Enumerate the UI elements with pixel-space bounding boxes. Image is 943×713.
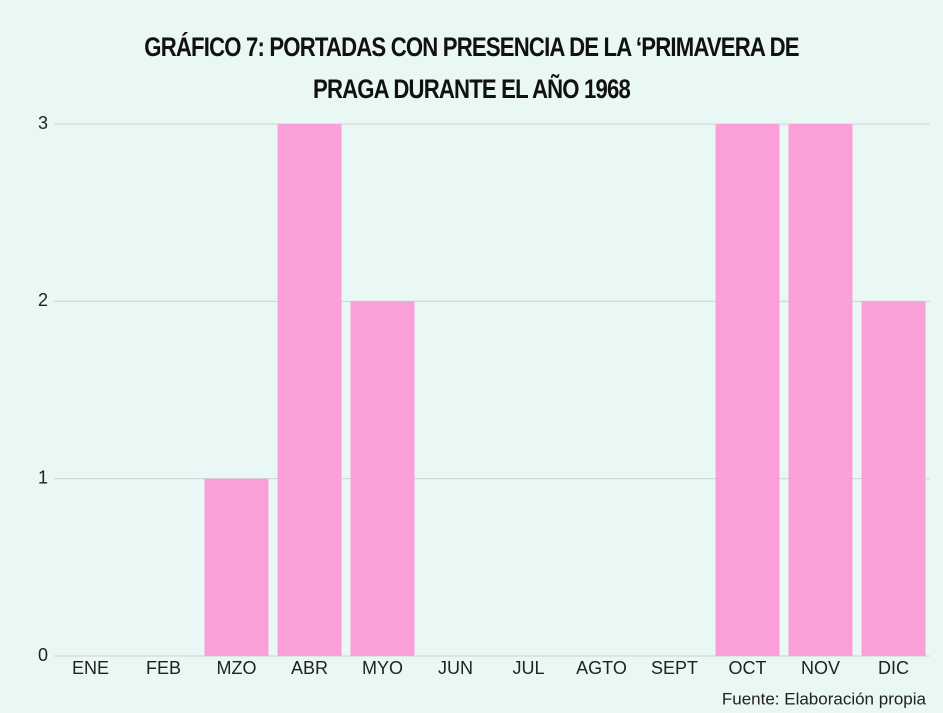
bar [788, 124, 853, 656]
bar [861, 301, 926, 656]
y-tick-label: 2 [38, 290, 48, 310]
bar [715, 124, 780, 656]
bar [204, 478, 269, 656]
x-tick-label: MYO [362, 658, 403, 678]
source-note: Fuente: Elaboración propia [722, 689, 927, 708]
chart-title: GRÁFICO 7: PORTADAS CON PRESENCIA DE LA … [144, 32, 799, 104]
y-tick-label: 3 [38, 113, 48, 133]
bar [350, 301, 415, 656]
y-tick-label: 1 [38, 467, 48, 487]
bar [277, 124, 342, 656]
x-tick-label: DIC [878, 658, 909, 678]
x-tick-label: SEPT [651, 658, 698, 678]
x-tick-label: ENE [72, 658, 109, 678]
x-tick-label: MZO [217, 658, 257, 678]
x-tick-label: JUL [512, 658, 544, 678]
x-tick-label: ABR [291, 658, 328, 678]
x-tick-label: FEB [146, 658, 181, 678]
x-tick-label: JUN [438, 658, 473, 678]
y-tick-label: 0 [38, 645, 48, 665]
x-tick-label: AGTO [576, 658, 627, 678]
x-tick-label: OCT [729, 658, 767, 678]
x-tick-label: NOV [801, 658, 840, 678]
